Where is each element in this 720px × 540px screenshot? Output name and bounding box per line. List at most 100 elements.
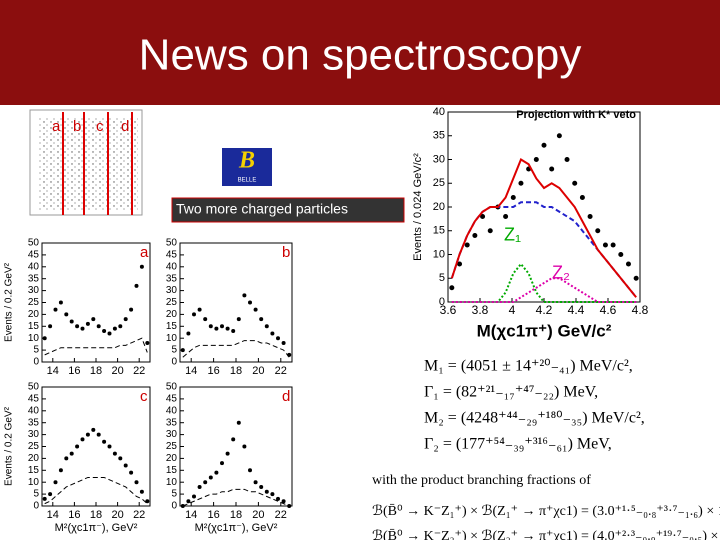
- fit-curve: [450, 158, 637, 298]
- x-tick-label: 22: [275, 365, 287, 377]
- y-tick-label: 0: [171, 357, 177, 368]
- scatter-panel: a b c d: [29, 109, 143, 216]
- data-point: [276, 336, 280, 341]
- data-point: [253, 307, 258, 312]
- data-point: [96, 324, 101, 329]
- result-line: M₁ = (4051 ± 14⁺²⁰₋₄₁) MeV/c²,: [424, 358, 633, 375]
- data-point: [139, 489, 144, 494]
- x-tick-label: 22: [133, 365, 145, 377]
- data-point: [118, 324, 123, 329]
- data-point: [236, 420, 241, 425]
- x-tick-label: 18: [230, 365, 242, 377]
- result-line: M₂ = (4248⁺⁴⁴₋₂₉⁺¹⁸⁰₋₃₅) MeV/c²,: [424, 410, 645, 427]
- header-band: [0, 0, 720, 105]
- data-point: [242, 293, 247, 298]
- data-point: [248, 300, 252, 305]
- data-point: [53, 480, 58, 485]
- y-tick-label: 45: [28, 250, 40, 261]
- data-point: [112, 451, 117, 456]
- y-tick-label: 5: [33, 345, 39, 356]
- x-tick-label: 20: [111, 365, 123, 377]
- data-point: [123, 463, 128, 468]
- data-point: [480, 214, 486, 219]
- result-line: Γ₂ = (177⁺⁵⁴₋₃₉⁺³¹⁶₋₆₁) MeV,: [424, 436, 612, 453]
- y-tick-label: 5: [171, 345, 177, 356]
- panel-label: a: [140, 244, 149, 261]
- y-tick-label: 20: [28, 453, 40, 464]
- x-tick-label: 4: [509, 303, 516, 317]
- data-point: [231, 437, 236, 442]
- data-point: [80, 437, 85, 442]
- data-point: [281, 499, 286, 504]
- data-point: [259, 484, 264, 489]
- y-tick-label: 35: [166, 273, 178, 284]
- data-point: [220, 324, 224, 329]
- data-point: [203, 480, 208, 485]
- fit-curve: [451, 277, 637, 303]
- data-point: [118, 456, 123, 461]
- x-tick-label: 3.6: [440, 303, 457, 317]
- y-tick-label: 10: [28, 333, 40, 344]
- y-tick-label: 30: [28, 429, 40, 440]
- y-tick-label: 0: [171, 501, 177, 512]
- data-point: [134, 283, 139, 288]
- x-tick-label: 18: [90, 509, 102, 521]
- data-point: [91, 427, 96, 432]
- y-tick-label: 15: [28, 321, 40, 332]
- x-tick-label: 20: [111, 509, 123, 521]
- plot-frame: [41, 242, 151, 363]
- y-tick-label: 40: [166, 405, 178, 416]
- x-tick-label: 14: [47, 509, 59, 521]
- data-point: [42, 496, 47, 501]
- x-tick-label: 3.8: [472, 303, 489, 317]
- data-point: [58, 300, 63, 305]
- annotation: Z₂: [552, 262, 570, 282]
- y-tick-label: 10: [166, 477, 178, 488]
- data-point: [556, 133, 562, 139]
- y-tick-label: 30: [166, 285, 178, 296]
- logo-letter: B: [238, 148, 255, 174]
- panel-label: b: [282, 244, 290, 261]
- plot-frame: [179, 242, 293, 363]
- x-tick-label: 14: [185, 365, 197, 377]
- data-point: [487, 228, 493, 234]
- y-tick-label: 25: [166, 297, 178, 308]
- data-point: [112, 326, 117, 331]
- y-tick-label: 35: [433, 130, 445, 142]
- fit-curve: [44, 476, 148, 505]
- data-point: [69, 451, 74, 456]
- data-point: [625, 261, 631, 267]
- x-tick-label: 4.6: [600, 303, 617, 317]
- data-point: [107, 444, 112, 449]
- x-tick-label: 4.2: [536, 303, 553, 317]
- y-tick-label: 0: [439, 296, 445, 308]
- y-tick-label: 5: [439, 272, 445, 284]
- region-label: c: [96, 118, 104, 135]
- data-point: [139, 264, 144, 269]
- data-point: [225, 451, 230, 456]
- data-point: [449, 285, 455, 291]
- x-tick-label: 18: [230, 509, 242, 521]
- data-point: [91, 317, 96, 322]
- y-tick-label: 5: [33, 489, 39, 500]
- data-point: [48, 492, 53, 497]
- result-fraction: ℬ(B̄⁰ → K⁻Z₂⁺) × ℬ(Z₂⁺ → π⁺χc1) = (4.0⁺²…: [372, 529, 720, 540]
- y-tick-label: 5: [171, 489, 177, 500]
- data-point: [80, 326, 85, 331]
- data-point: [510, 195, 516, 200]
- panel-label: c: [140, 388, 148, 405]
- y-tick-label: 50: [166, 382, 178, 393]
- data-point: [549, 166, 555, 172]
- y-tick-label: 0: [33, 357, 39, 368]
- x-tick-label: 4.8: [632, 303, 649, 317]
- data-point: [203, 317, 208, 322]
- data-point: [107, 331, 112, 336]
- data-point: [214, 470, 219, 475]
- y-tick-label: 40: [433, 106, 445, 118]
- data-point: [242, 444, 247, 449]
- data-point: [259, 317, 264, 322]
- data-point: [595, 228, 601, 234]
- data-point: [270, 492, 275, 497]
- data-point: [64, 456, 69, 461]
